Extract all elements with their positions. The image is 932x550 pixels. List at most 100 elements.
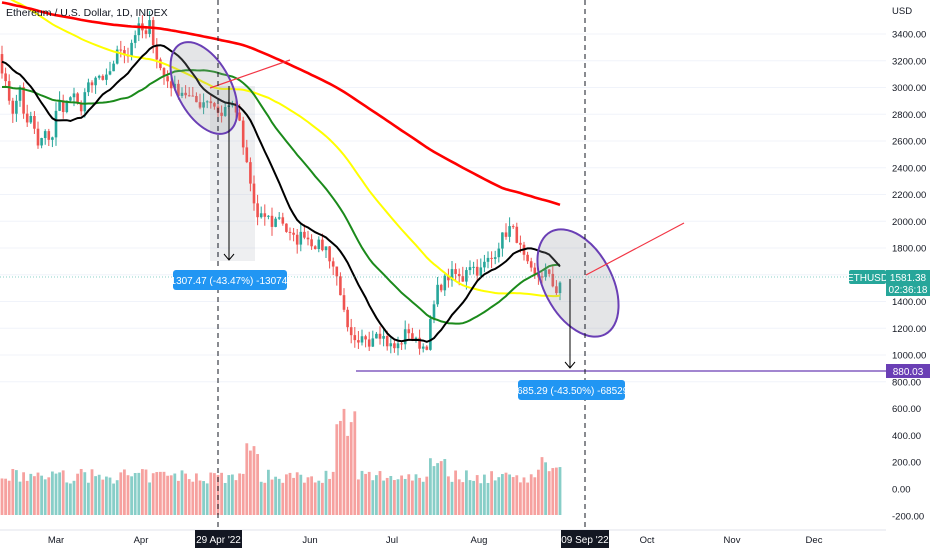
time-tick-label: Aug (471, 535, 488, 546)
volume-bar (76, 473, 79, 515)
volume-bar (105, 476, 108, 515)
candle-body (259, 213, 263, 218)
volume-bar (173, 473, 177, 515)
candle-body (411, 333, 414, 340)
candle-body (306, 237, 310, 240)
volume-bar (357, 479, 360, 515)
candle-body (25, 113, 29, 123)
candle-body (22, 87, 25, 114)
volume-bar (108, 477, 112, 515)
volume-bar (259, 481, 263, 515)
price-tick-label: 800.00 (892, 377, 921, 388)
volume-bar (72, 480, 76, 515)
volume-bar (522, 477, 526, 515)
candle-body (4, 73, 7, 82)
candle-body (396, 343, 400, 349)
candle-body (475, 266, 479, 276)
volume-bar (65, 482, 69, 515)
ma-black[interactable] (1, 44, 561, 343)
volume-bar (457, 479, 461, 515)
volume-bar (310, 476, 313, 515)
volume-bar (447, 476, 450, 515)
volume-bar (432, 466, 436, 515)
candle-body (515, 226, 519, 243)
volume-bar (195, 473, 198, 515)
candle-body (198, 102, 202, 108)
volume-bar (36, 472, 40, 515)
volume-bar (184, 473, 187, 515)
candle-body (112, 63, 115, 72)
price-ticks: 3400.00 3200.00 3000.00 2800.00 2600.00 2400.… (892, 30, 926, 389)
candle-body (353, 335, 357, 341)
candle-body (403, 329, 407, 345)
candle-body (429, 318, 432, 350)
trend-arrow-1[interactable] (209, 59, 291, 89)
support-tag[interactable]: 880.03 (886, 364, 930, 378)
volume-bar (227, 475, 231, 515)
candle-body (151, 20, 155, 46)
volume-bar (263, 482, 267, 515)
last-price-label: 1581.38 (890, 273, 927, 284)
volume-bar (396, 479, 400, 515)
ellipse-top[interactable] (157, 31, 252, 145)
candle-body (454, 269, 457, 274)
symbol-tag[interactable]: ETHUSD (847, 270, 888, 284)
date-tag-29-apr[interactable]: 29 Apr '22 (195, 530, 242, 548)
volume-bar (130, 476, 133, 515)
measure-2-tag[interactable]: -685.29 (-43.50%) -68529 (514, 380, 629, 400)
volume-tick-label: 0.00 (892, 485, 911, 496)
candle-body (256, 203, 259, 218)
volume-bar (213, 473, 216, 515)
date-tag-09-sep[interactable]: 09 Sep '22 (561, 530, 609, 548)
candle-body (90, 82, 94, 86)
volume-bar (223, 482, 227, 515)
volume-bar (450, 481, 454, 515)
volume-bar (155, 472, 159, 515)
price-tick-label: 3200.00 (892, 56, 926, 67)
volume-bar (7, 480, 11, 515)
time-tick-label: Apr (134, 535, 149, 546)
volume-bar (270, 479, 274, 515)
volume-bar (353, 411, 357, 515)
candle-body (72, 93, 76, 98)
volume-bar (238, 473, 241, 515)
candle-body (7, 81, 11, 101)
candle-body (378, 333, 382, 339)
volume-bar (119, 472, 123, 515)
candle-body (328, 246, 331, 262)
volume-bar (15, 470, 18, 515)
volume-bar (87, 482, 90, 515)
candle-body (0, 54, 4, 74)
candle-body (65, 100, 69, 113)
volume-tick-label: -200.00 (892, 511, 924, 522)
candle-body (94, 77, 97, 86)
volume-bar (101, 479, 105, 515)
candle-body (450, 269, 454, 281)
candle-body (51, 137, 54, 140)
price-axis[interactable]: USD (886, 0, 932, 530)
candle-body (443, 275, 447, 291)
chart-title: Ethereum / U.S. Dollar, 1D, INDEX (6, 7, 168, 19)
candle-body (324, 246, 328, 251)
trend-arrow-2[interactable] (585, 222, 685, 276)
measure-1-tag[interactable]: -1307.47 (-43.47%) -130747 (167, 270, 293, 290)
measure-2-label: -685.29 (-43.50%) -68529 (514, 386, 629, 397)
ma-red[interactable] (1, 1, 561, 207)
volume-bar (299, 474, 303, 515)
price-tick-label: 2800.00 (892, 110, 926, 121)
candle-body (105, 74, 108, 80)
volume-bar (421, 481, 425, 515)
ellipse-bottom[interactable] (521, 216, 635, 350)
candle-body (393, 343, 396, 349)
ma-yellow[interactable] (2, 0, 561, 298)
volume-bar (166, 475, 169, 515)
candle-body (220, 112, 223, 116)
last-price-tag[interactable]: 1581.38 02:36:18 (886, 270, 930, 296)
volume-bar (439, 461, 443, 515)
volume-bar (18, 481, 22, 515)
volume-bar (425, 476, 429, 515)
candle-body (241, 120, 245, 148)
drawings[interactable] (0, 0, 888, 530)
volume-bar (436, 463, 439, 515)
